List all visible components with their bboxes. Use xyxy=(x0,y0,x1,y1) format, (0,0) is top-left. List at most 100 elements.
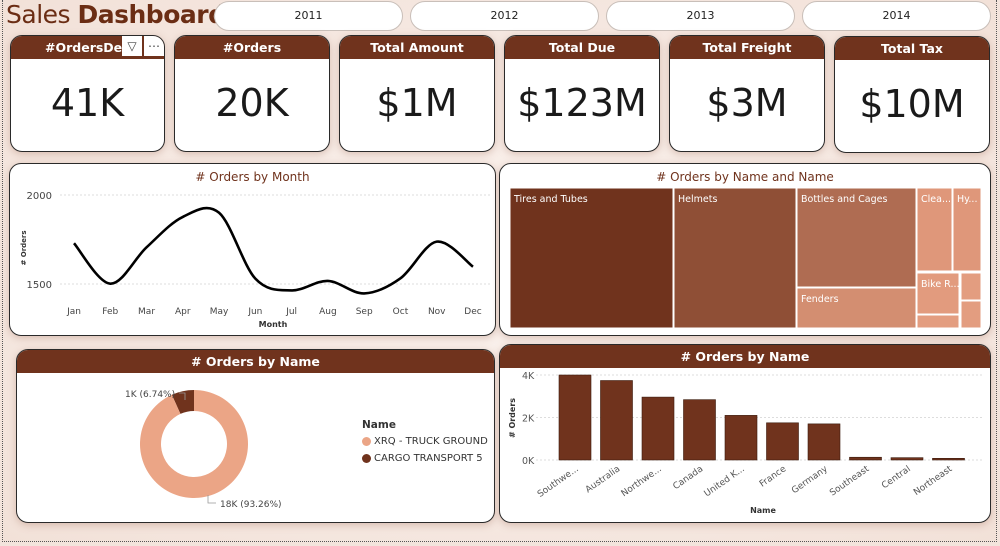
treemap-tile xyxy=(916,187,953,272)
bar xyxy=(849,456,882,461)
donut-chart: 1K (6.74%) 18K (93.26%) xyxy=(125,390,282,510)
kpi-value: $1M xyxy=(376,81,458,125)
treemap-card[interactable]: # Orders by Name and Name Tires and Tube… xyxy=(499,163,991,336)
line-chart: 1500 2000 Jan Feb Mar Apr May Jun Jul Aug Sep Oct No… xyxy=(20,191,490,329)
x-tick-label: Northeast xyxy=(912,464,955,498)
kpi-value: 20K xyxy=(215,81,289,125)
slice-label: 1K (6.74%) xyxy=(125,390,175,400)
kpi-label: Total Freight xyxy=(670,36,824,59)
bar-chart-card[interactable]: # Orders by Name 0K 2K 4K Southwe... Austral… xyxy=(499,344,991,523)
treemap-tile-label: Bike R... xyxy=(921,279,960,290)
kpi-card-orders[interactable]: #Orders 20K xyxy=(174,35,330,152)
legend-item[interactable]: XRQ - TRUCK GROUND xyxy=(362,436,488,447)
y-tick-label: 2000 xyxy=(27,191,52,202)
treemap-tile-label: Tires and Tubes xyxy=(513,194,588,205)
kpi-value: $123M xyxy=(517,81,647,125)
x-tick-label: Southwe... xyxy=(536,464,581,500)
y-tick-label: 1500 xyxy=(27,280,52,291)
kpi-label: Total Due xyxy=(505,36,659,59)
year-slicer-2014[interactable]: 2014 xyxy=(802,1,991,31)
kpi-card-total-tax[interactable]: Total Tax $10M xyxy=(834,36,990,153)
x-tick-label: Apr xyxy=(175,307,191,317)
x-tick-label: Germany xyxy=(790,464,830,496)
bar xyxy=(683,399,716,461)
bar xyxy=(890,457,924,461)
treemap-chart: Tires and Tubes Helmets Bottles and Cages F… xyxy=(509,187,982,329)
kpi-label: #Orders xyxy=(175,36,329,59)
kpi-value: $3M xyxy=(706,81,788,125)
x-tick-label: Northwe... xyxy=(620,464,664,499)
treemap-tile-label: Hy... xyxy=(957,194,977,205)
bar xyxy=(932,458,965,461)
y-tick-label: 0K xyxy=(522,456,535,467)
donut-slice xyxy=(140,390,248,498)
series-line xyxy=(72,206,474,295)
x-tick-label: May xyxy=(210,307,229,317)
filter-icon[interactable]: ▽ xyxy=(122,36,142,56)
kpi-card-orders-detail[interactable]: #OrdersDetai ▽ ⋯ 41K xyxy=(10,35,165,152)
year-slicer-2013[interactable]: 2013 xyxy=(606,1,795,31)
legend-item[interactable]: CARGO TRANSPORT 5 xyxy=(362,453,488,464)
x-tick-label: Australia xyxy=(584,464,622,495)
x-tick-label: Nov xyxy=(428,307,446,317)
slice-label: 18K (93.26%) xyxy=(220,500,282,510)
treemap-tile xyxy=(796,287,917,329)
treemap-tile-label: Bottles and Cages xyxy=(801,194,887,205)
title-light: Sales xyxy=(6,0,71,29)
bar xyxy=(766,422,799,461)
treemap-tile-label: Helmets xyxy=(678,194,717,205)
x-axis-title: Name xyxy=(750,506,776,515)
legend-label: XRQ - TRUCK GROUND xyxy=(374,436,488,447)
x-tick-label: Feb xyxy=(102,307,118,317)
y-tick-label: 2K xyxy=(522,414,535,425)
kpi-label: Total Tax xyxy=(835,37,989,60)
y-axis-title: # Orders xyxy=(20,230,28,265)
y-tick-label: 4K xyxy=(522,371,535,382)
x-tick-label: Sep xyxy=(356,307,373,317)
x-tick-label: France xyxy=(758,464,789,490)
year-slicer-2011[interactable]: 2011 xyxy=(214,1,403,31)
x-tick-label: United K... xyxy=(703,464,747,499)
x-tick-label: Oct xyxy=(393,307,409,317)
label-leader xyxy=(179,392,186,400)
bar xyxy=(600,380,633,461)
treemap-tile xyxy=(960,272,982,301)
x-tick-label: Jan xyxy=(66,307,81,317)
treemap-tile xyxy=(916,314,960,329)
treemap-tile xyxy=(796,187,917,288)
x-tick-label: Jul xyxy=(285,307,297,317)
title-bold: Dashboard xyxy=(77,0,226,29)
kpi-card-total-amount[interactable]: Total Amount $1M xyxy=(339,35,495,152)
x-tick-label: Southeast xyxy=(828,464,871,499)
chart-title: # Orders by Name and Name xyxy=(656,170,834,184)
donut-chart-card[interactable]: # Orders by Name 1K (6.74%) 18K (93.26%) … xyxy=(16,349,495,523)
year-slicer-2012[interactable]: 2012 xyxy=(410,1,599,31)
kpi-card-total-due[interactable]: Total Due $123M xyxy=(504,35,660,152)
x-axis-title: Month xyxy=(259,320,288,329)
kpi-label: Total Amount xyxy=(340,36,494,59)
legend-dot xyxy=(362,454,371,463)
treemap-tile-label: Fenders xyxy=(801,294,839,305)
x-tick-label: Jun xyxy=(247,307,262,317)
treemap-tile-label: Clea... xyxy=(921,194,951,205)
y-axis-title: # Orders xyxy=(508,398,517,438)
more-options-icon[interactable]: ⋯ xyxy=(144,36,164,56)
x-tick-label: Aug xyxy=(319,307,337,317)
visual-header-tools: ▽ ⋯ xyxy=(120,36,164,56)
bar xyxy=(641,396,675,461)
legend-dot xyxy=(362,437,371,446)
chart-title: # Orders by Name xyxy=(17,350,494,373)
donut-slice xyxy=(171,390,194,414)
treemap-tile xyxy=(952,187,982,272)
x-tick-label: Canada xyxy=(671,464,705,492)
treemap-tile xyxy=(673,187,797,329)
bar xyxy=(724,415,758,461)
page-title: Sales Dashboard xyxy=(6,0,226,29)
bar xyxy=(558,374,592,461)
legend-label: CARGO TRANSPORT 5 xyxy=(374,453,483,464)
line-chart-card[interactable]: # Orders by Month 1500 2000 Jan Feb Mar Apr Ma… xyxy=(9,163,496,336)
treemap-tile xyxy=(960,300,982,329)
kpi-card-total-freight[interactable]: Total Freight $3M xyxy=(669,35,825,152)
donut-legend: Name XRQ - TRUCK GROUND CARGO TRANSPORT … xyxy=(362,419,488,470)
